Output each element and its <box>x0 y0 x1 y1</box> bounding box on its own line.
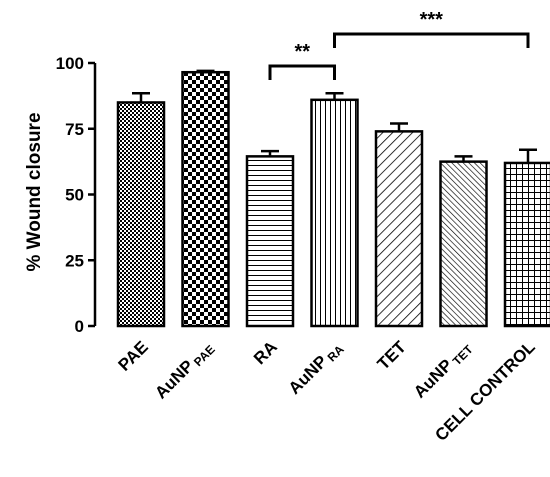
y-tick-label: 25 <box>65 251 84 270</box>
bar <box>310 98 359 328</box>
y-tick-label: 0 <box>75 317 84 336</box>
significance-bracket <box>268 64 336 80</box>
x-tick-label: AuNPRA <box>285 337 347 399</box>
significance-label: ** <box>294 41 310 63</box>
x-tick-label: PAE <box>115 337 152 374</box>
bar <box>374 130 424 328</box>
x-tick-label: TET <box>374 337 411 374</box>
bar <box>116 101 166 328</box>
bar <box>181 70 230 328</box>
y-axis-label: % Wound closure <box>24 112 45 271</box>
x-tick-label: CELL CONTROL <box>431 337 538 444</box>
y-tick-label: 75 <box>65 120 84 139</box>
significance-label: *** <box>420 9 444 31</box>
bar <box>503 161 550 328</box>
y-tick-label: 50 <box>65 186 84 205</box>
bar <box>439 160 488 328</box>
bar <box>245 155 295 328</box>
x-tick-label: AuNPTET <box>410 337 476 403</box>
x-tick-label: AuNPPAE <box>151 337 218 404</box>
x-tick-label: RA <box>250 337 281 368</box>
significance-bracket <box>333 32 530 48</box>
y-tick-label: 100 <box>56 54 84 73</box>
